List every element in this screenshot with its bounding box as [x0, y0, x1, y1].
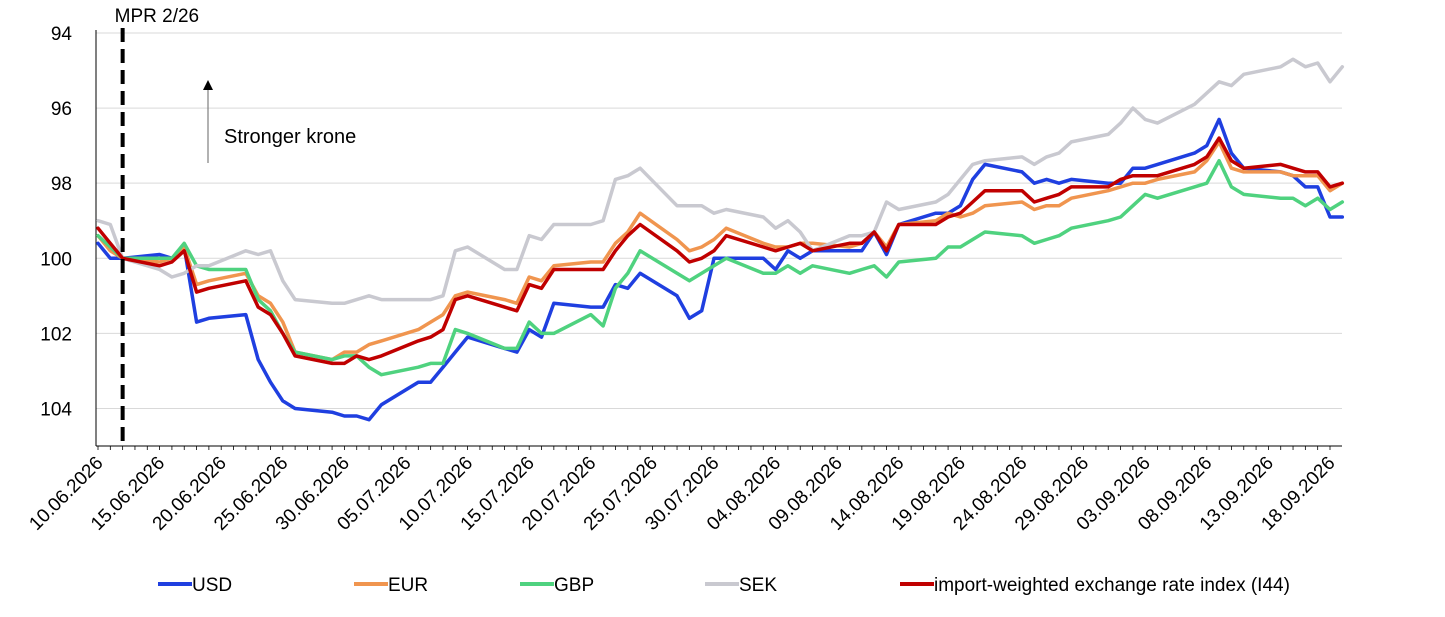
y-tick-label: 100: [40, 249, 72, 270]
y-tick-label: 98: [51, 174, 72, 195]
legend-label: import-weighted exchange rate index (I44…: [934, 575, 1290, 596]
annotations: MPR 2/26 Stronger krone: [115, 6, 356, 446]
series-line-gbp: [96, 158, 1345, 377]
series-line-usd: [96, 117, 1345, 422]
y-tick-label: 104: [40, 399, 72, 420]
y-tick-label: 96: [51, 99, 72, 120]
series-line-sek: [96, 57, 1345, 306]
series-lines: [96, 57, 1345, 422]
gridlines: [96, 32, 1342, 409]
y-tick-label: 94: [51, 24, 73, 45]
legend-label: GBP: [554, 575, 594, 596]
y-tick-label: 102: [40, 324, 72, 345]
mpr-marker-label: MPR 2/26: [115, 6, 199, 27]
legend-label: SEK: [739, 575, 777, 596]
legend: USD EUR GBP SEK import-weighted exchange rat…: [158, 575, 1290, 596]
series-line-import-weighted-exchange-rate-index-i44: [96, 136, 1345, 366]
arrow-head-icon: [203, 80, 213, 90]
stronger-krone-label: Stronger krone: [224, 126, 356, 148]
legend-label: EUR: [388, 575, 428, 596]
legend-label: USD: [192, 575, 232, 596]
